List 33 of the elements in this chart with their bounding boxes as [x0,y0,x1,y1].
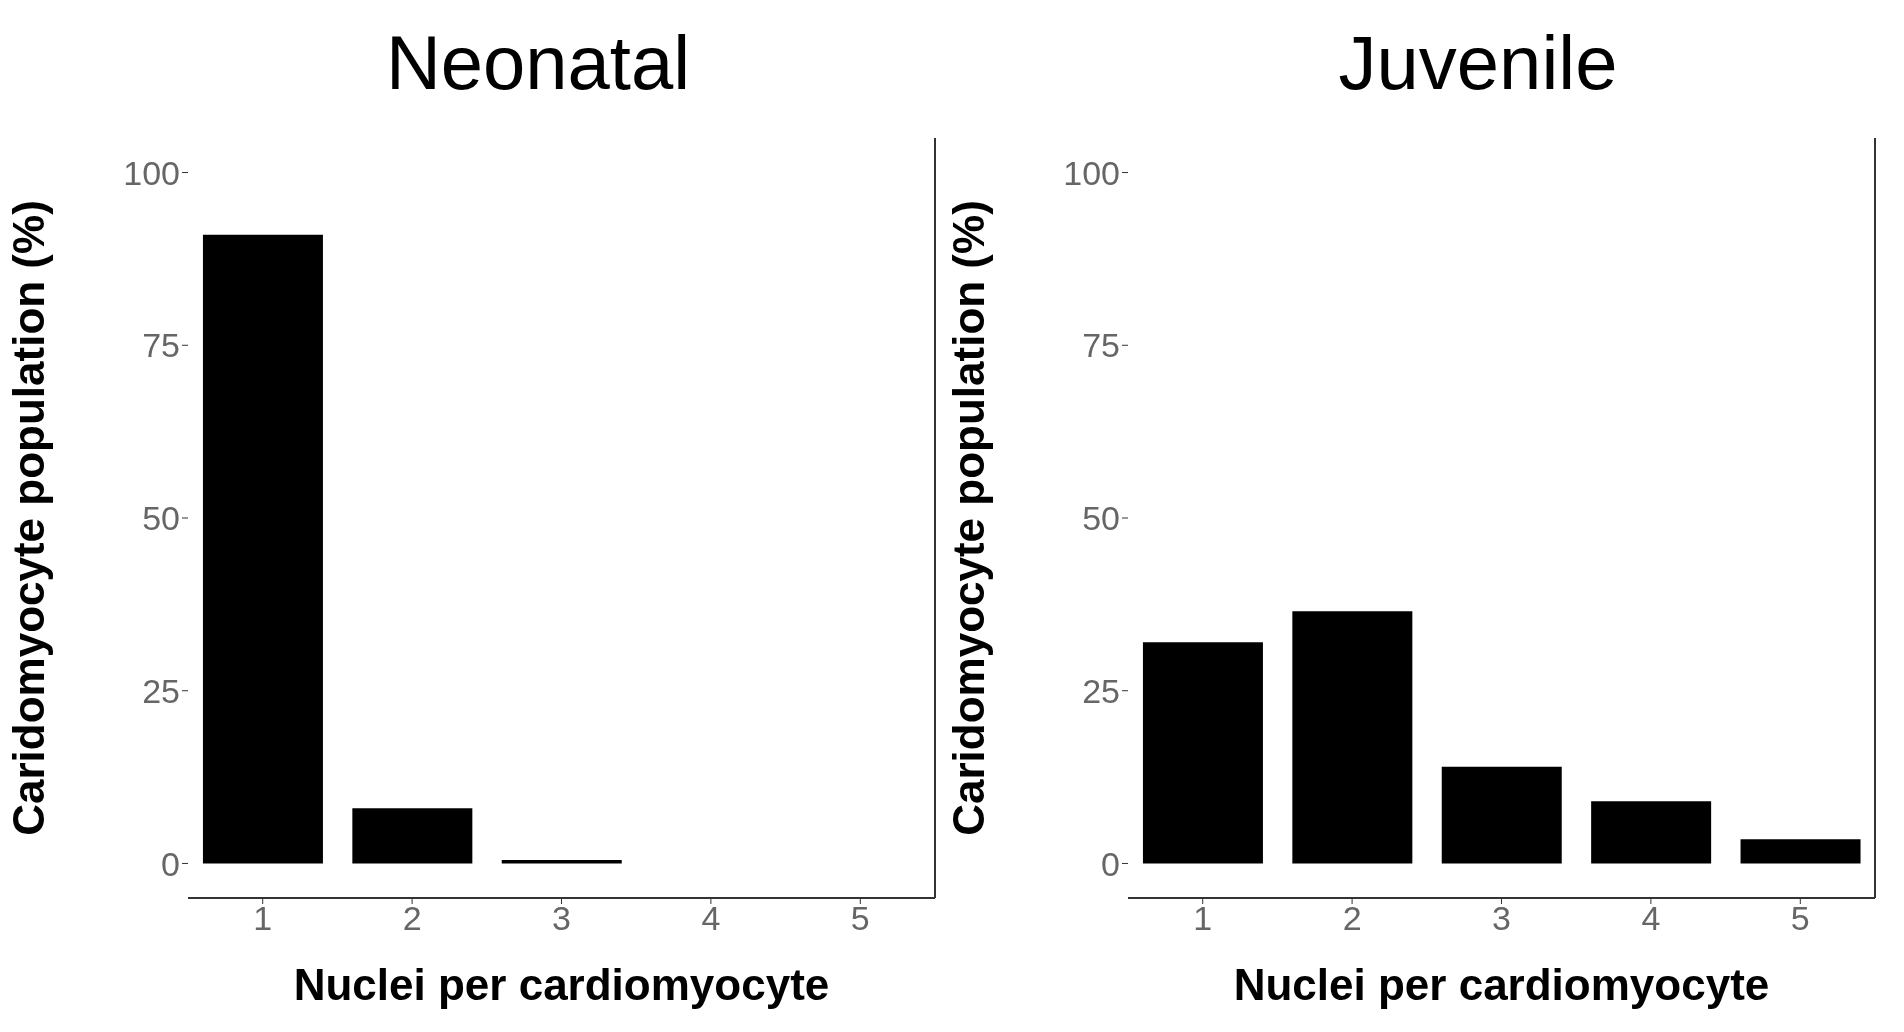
x-tick-label: 5 [850,899,870,938]
y-axis-title: Caridomyocyte population (%) [3,200,53,836]
y-tick-label: 50 [1082,499,1120,538]
chart-title: Neonatal [384,19,692,107]
x-tick-label: 4 [701,899,721,938]
x-axis-title: Nuclei per cardiomyocyte [293,960,830,1009]
bar [1292,611,1413,864]
y-tick-label: 100 [123,153,180,192]
bar [352,808,473,864]
x-tick-label: 2 [402,899,422,938]
bar [1142,642,1263,864]
x-tick-label: 3 [1492,899,1511,938]
y-tick-label: 0 [1101,844,1120,883]
y-tick-label: 50 [142,499,180,538]
y-tick-label: 75 [1082,326,1120,365]
bar [202,234,323,864]
x-tick-label: 4 [1641,899,1661,938]
x-tick-label: 1 [1193,899,1213,938]
x-tick-label: 1 [253,899,273,938]
x-axis-title: Nuclei per cardiomyocyte [1233,960,1770,1009]
y-axis-title: Caridomyocyte population (%) [943,200,993,836]
x-tick-label: 5 [1790,899,1810,938]
y-tick-label: 100 [1063,153,1120,192]
bar [1441,766,1562,864]
y-tick-label: 0 [161,844,180,883]
y-tick-label: 25 [1082,671,1120,710]
y-tick-label: 25 [142,671,180,710]
bar [1740,839,1861,864]
y-tick-label: 75 [142,326,180,365]
x-tick-label: 3 [552,899,571,938]
bar [1591,801,1712,864]
chart-title: Juvenile [1337,19,1619,107]
x-tick-label: 2 [1342,899,1362,938]
